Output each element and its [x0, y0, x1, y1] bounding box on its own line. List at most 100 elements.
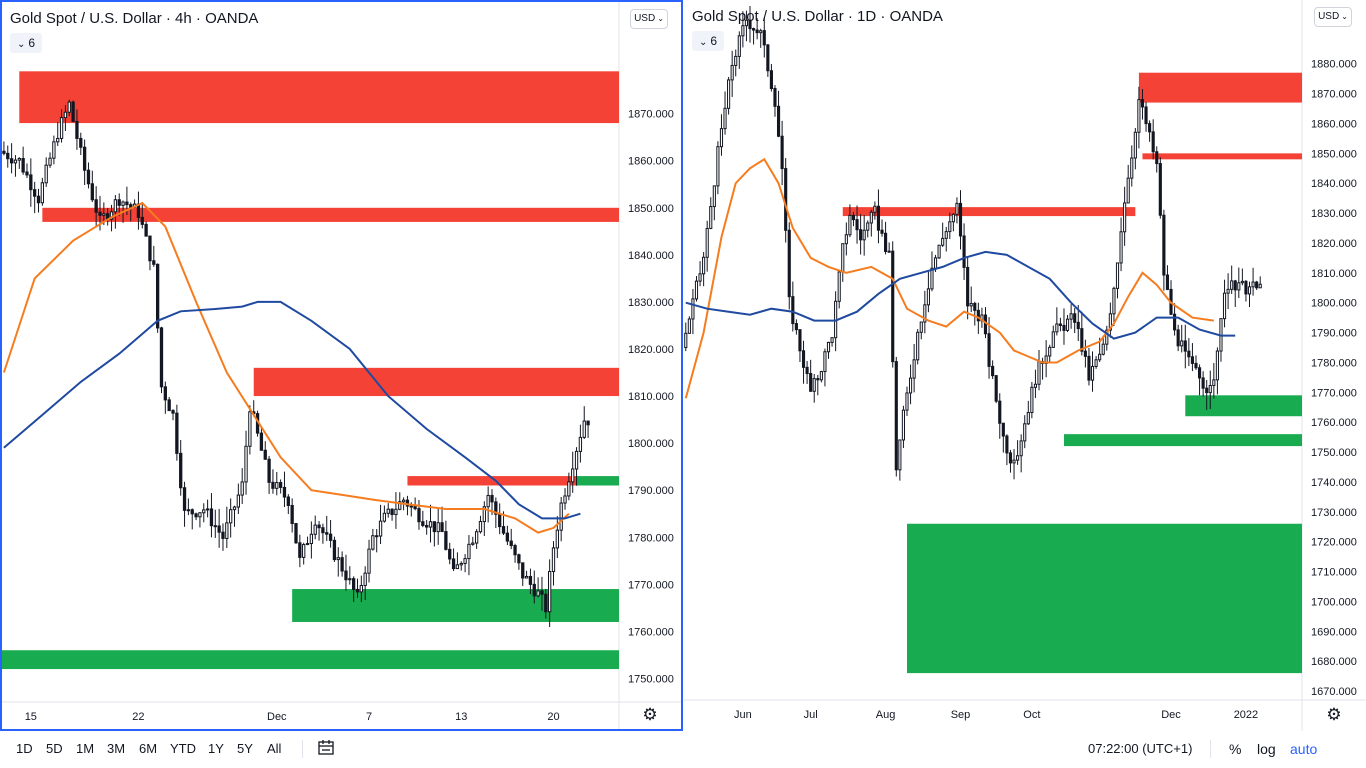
- chart-1d-candle-body: [830, 337, 834, 343]
- chart-1d-candle-body: [780, 135, 784, 170]
- chart-1d-y-tick-label: 1730.000: [1311, 507, 1357, 519]
- chart-4h-candle-body: [17, 158, 21, 161]
- chart-1d-candle-body: [719, 128, 724, 148]
- chart-4h-candle-body: [505, 532, 510, 542]
- chart-1d-candle-body: [812, 378, 816, 392]
- log-scale-toggle[interactable]: log: [1257, 741, 1276, 757]
- chart-4h-candle-body: [278, 482, 283, 488]
- chart-4h-candle-body: [401, 499, 406, 503]
- chart-4h-candle-body: [544, 593, 548, 613]
- chart-1d-candle-body: [776, 105, 781, 137]
- chart-4h-candle-body: [259, 432, 264, 451]
- range-1m-button[interactable]: 1M: [76, 741, 95, 756]
- chart-4h-candle-body: [213, 525, 217, 528]
- chart-1d-candle-body: [876, 205, 881, 231]
- chart-4h-candle-body: [40, 182, 45, 204]
- chart-4h-candle-body: [482, 506, 486, 523]
- chart-1d-y-tick-label: 1810.000: [1311, 268, 1357, 280]
- range-3m-button[interactable]: 3M: [107, 741, 126, 756]
- chart-4h-candle-body: [148, 235, 152, 262]
- currency-selector[interactable]: USD ⌄: [1314, 7, 1352, 27]
- chart-4h-y-tick-label: 1850.000: [628, 203, 674, 215]
- chart-4h-candle-body: [428, 521, 433, 528]
- range-6m-button[interactable]: 6M: [139, 741, 158, 756]
- range-1y-button[interactable]: 1Y: [208, 741, 224, 756]
- chart-4h-candle-body: [382, 512, 387, 522]
- chart-pane-1d[interactable]: 1880.000 1870.000 1860.000 1850.000 1840.000…: [684, 0, 1366, 731]
- chart-4h-y-tick-label: 1870.000: [628, 109, 674, 121]
- chart-4h-candle-body: [551, 547, 556, 573]
- gear-icon[interactable]: ⚙: [642, 705, 658, 724]
- chart-1d-candle-body: [1008, 452, 1013, 464]
- chart-1d-candle-body: [698, 273, 702, 282]
- chart-1d-candle-body: [1005, 435, 1009, 454]
- chart-4h-candle-body: [225, 522, 229, 539]
- chart-1d-canvas[interactable]: 1880.000 1870.000 1860.000 1850.000 1840.000…: [684, 0, 1366, 731]
- chart-1d-candle-body: [1208, 384, 1212, 394]
- percent-scale-toggle[interactable]: %: [1229, 741, 1242, 757]
- indicator-collapse-button[interactable]: ⌄ 6: [10, 33, 42, 53]
- chart-1d-candle-body: [944, 231, 948, 239]
- chart-1d-candle-body: [1165, 274, 1170, 290]
- chart-1d-candle-body: [991, 365, 995, 377]
- range-5d-button[interactable]: 5D: [46, 741, 63, 756]
- chart-4h-y-tick-label: 1820.000: [628, 344, 674, 356]
- chart-4h-y-tick-label: 1770.000: [628, 579, 674, 591]
- calendar-range-icon[interactable]: [317, 739, 335, 757]
- chart-1d-candle-body: [958, 202, 963, 237]
- chart-4h-candle-body: [102, 213, 106, 216]
- chart-4h-candle-body: [63, 111, 68, 119]
- indicator-collapse-button[interactable]: ⌄ 6: [692, 31, 724, 51]
- chart-1d-y-tick-label: 1860.000: [1311, 118, 1357, 130]
- range-all-button[interactable]: All: [267, 741, 282, 756]
- chart-1d-x-tick-label: Jun: [734, 709, 752, 721]
- chart-1d-candle-body: [684, 332, 688, 349]
- chart-1d-supply-zone-2: [842, 207, 1136, 217]
- chart-4h-x-tick-label: 13: [455, 711, 467, 723]
- chart-4h-candle-body: [9, 158, 14, 164]
- auto-scale-toggle[interactable]: auto: [1290, 741, 1318, 757]
- chart-1d-y-tick-label: 1760.000: [1311, 417, 1357, 429]
- chart-4h-ma_slow-line: [3, 300, 581, 520]
- chart-1d-candle-body: [1058, 323, 1062, 326]
- chart-1d-candle-body: [702, 256, 706, 275]
- range-ytd-button[interactable]: YTD: [170, 741, 196, 756]
- chart-4h-candle-body: [232, 506, 237, 511]
- chart-4h-y-tick-label: 1860.000: [628, 156, 674, 168]
- chart-1d-candle-body: [1098, 353, 1102, 361]
- currency-selector[interactable]: USD ⌄: [630, 9, 668, 29]
- chart-1d-candle-body: [744, 19, 749, 27]
- chart-4h-canvas[interactable]: 1870.000 1860.000 1850.000 1840.000 1830.000…: [2, 2, 681, 729]
- chart-4h-y-tick-label: 1840.000: [628, 250, 674, 262]
- chart-4h-candle-body: [229, 509, 233, 524]
- range-5y-button[interactable]: 5Y: [237, 741, 253, 756]
- chart-4h-candle-body: [275, 482, 279, 489]
- chart-1d-candle-body: [737, 35, 741, 57]
- clock-timezone[interactable]: 07:22:00 (UTC+1): [1088, 741, 1193, 756]
- range-1d-button[interactable]: 1D: [16, 741, 33, 756]
- chart-4h-candle-body: [378, 520, 383, 537]
- gear-icon[interactable]: ⚙: [1326, 705, 1342, 724]
- chart-4h-candle-body: [348, 578, 352, 581]
- chart-1d-y-tick-label: 1850.000: [1311, 148, 1357, 160]
- chart-4h-candle-body: [240, 481, 244, 496]
- chart-1d-y-tick-label: 1800.000: [1311, 298, 1357, 310]
- chart-4h-candle-body: [417, 508, 421, 523]
- currency-label: USD: [634, 13, 656, 24]
- chart-1d-candle-body: [1055, 323, 1059, 333]
- chart-1d-candle-body: [1065, 318, 1070, 331]
- chart-1d-candle-body: [1201, 377, 1205, 389]
- chart-1d-candle-body: [766, 44, 770, 72]
- chart-1d-demand-zone-3: [1185, 395, 1302, 417]
- chart-1d-candle-body: [1194, 362, 1198, 369]
- chart-1d-candle-body: [987, 333, 991, 367]
- chart-1d-candle-body: [1233, 280, 1237, 291]
- chart-4h-candle-body: [209, 508, 214, 527]
- chart-4h-x-tick-label: 7: [366, 711, 372, 723]
- chart-4h-candle-body: [59, 117, 64, 139]
- chart-4h-demand-zone-4: [576, 476, 619, 486]
- chart-pane-4h[interactable]: 1870.000 1860.000 1850.000 1840.000 1830.000…: [0, 0, 683, 731]
- chart-1d-demand-zone-5: [906, 523, 1302, 674]
- chart-1d-y-tick-label: 1740.000: [1311, 477, 1357, 489]
- chart-1d-candle-body: [1258, 283, 1262, 289]
